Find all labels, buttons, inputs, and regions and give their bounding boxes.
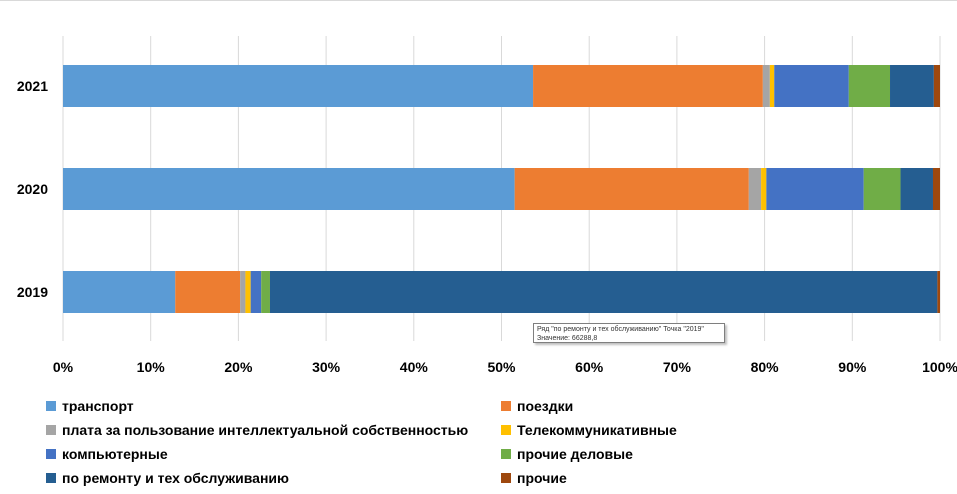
category-label: 2020 [17,181,48,197]
legend-item: компьютерные [46,444,501,464]
bar-segment[interactable] [748,168,762,210]
legend-label: прочие [517,470,567,486]
x-tick-label: 0% [53,359,74,375]
x-tick-label: 40% [400,359,429,375]
x-tick-label: 70% [663,359,692,375]
legend-item: прочие [501,468,936,488]
tooltip-line-2: Значение: 66288,8 [537,335,598,342]
legend-swatch [501,401,511,411]
bar-segment[interactable] [762,65,770,107]
bar-segment[interactable] [245,271,251,313]
bar-segment[interactable] [766,168,864,210]
x-tick-label: 90% [838,359,867,375]
category-labels: 2021 2020 2019 [17,78,48,300]
legend-label: Телекоммуникативные [517,422,677,438]
legend-item: плата за пользование интеллектуальной со… [46,420,501,440]
legend-swatch [501,473,511,483]
bar-segment[interactable] [937,271,940,313]
legend: транспорт поездки плата за пользование инт… [46,396,936,488]
legend-label: поездки [517,398,574,414]
legend-item: Телекоммуникативные [501,420,936,440]
bar-segment[interactable] [932,168,940,210]
x-tick-label: 50% [487,359,516,375]
legend-label: компьютерные [62,446,168,462]
legend-item: по ремонту и тех обслуживанию [46,468,501,488]
tooltip-line-1: Ряд "по ремонту и тех обслуживанию" Точк… [537,326,704,333]
x-tick-label: 10% [137,359,166,375]
legend-swatch [46,473,56,483]
bar-segment[interactable] [269,271,938,313]
x-tick-label: 60% [575,359,604,375]
bar-segment[interactable] [175,271,241,313]
legend-item: транспорт [46,396,501,416]
data-point-tooltip: Ряд "по ремонту и тех обслуживанию" Точк… [533,323,725,343]
bar-segment[interactable] [261,271,270,313]
legend-swatch [46,425,56,435]
bar-segment[interactable] [761,168,767,210]
bar-segment[interactable] [514,168,749,210]
bar-segment[interactable] [63,271,176,313]
x-tick-label: 100% [922,359,957,375]
x-tick-label: 30% [312,359,341,375]
legend-label: по ремонту и тех обслуживанию [62,470,289,486]
bar-segment[interactable] [774,65,849,107]
legend-swatch [46,449,56,459]
legend-label: прочие деловые [517,446,633,462]
bar-segment[interactable] [250,271,262,313]
bar-segment[interactable] [848,65,891,107]
x-tick-label: 20% [224,359,253,375]
legend-item: прочие деловые [501,444,936,464]
x-tick-label: 80% [751,359,780,375]
bar-segment[interactable] [863,168,901,210]
bar-segment[interactable] [63,168,515,210]
legend-label: транспорт [62,398,134,414]
legend-swatch [501,425,511,435]
bars [63,65,940,313]
category-label: 2021 [17,78,48,94]
bar-segment[interactable] [63,65,534,107]
bar-segment[interactable] [533,65,763,107]
x-tick-labels: 0% 10% 20% 30% 40% 50% 60% 70% 80% 90% 100% [53,359,957,375]
bar-segment[interactable] [890,65,934,107]
legend-label: плата за пользование интеллектуальной со… [62,422,469,438]
bar-segment[interactable] [933,65,940,107]
bar-segment[interactable] [769,65,775,107]
category-label: 2019 [17,284,48,300]
legend-swatch [501,449,511,459]
bar-segment[interactable] [240,271,246,313]
legend-swatch [46,401,56,411]
bar-segment[interactable] [900,168,933,210]
legend-item: поездки [501,396,936,416]
